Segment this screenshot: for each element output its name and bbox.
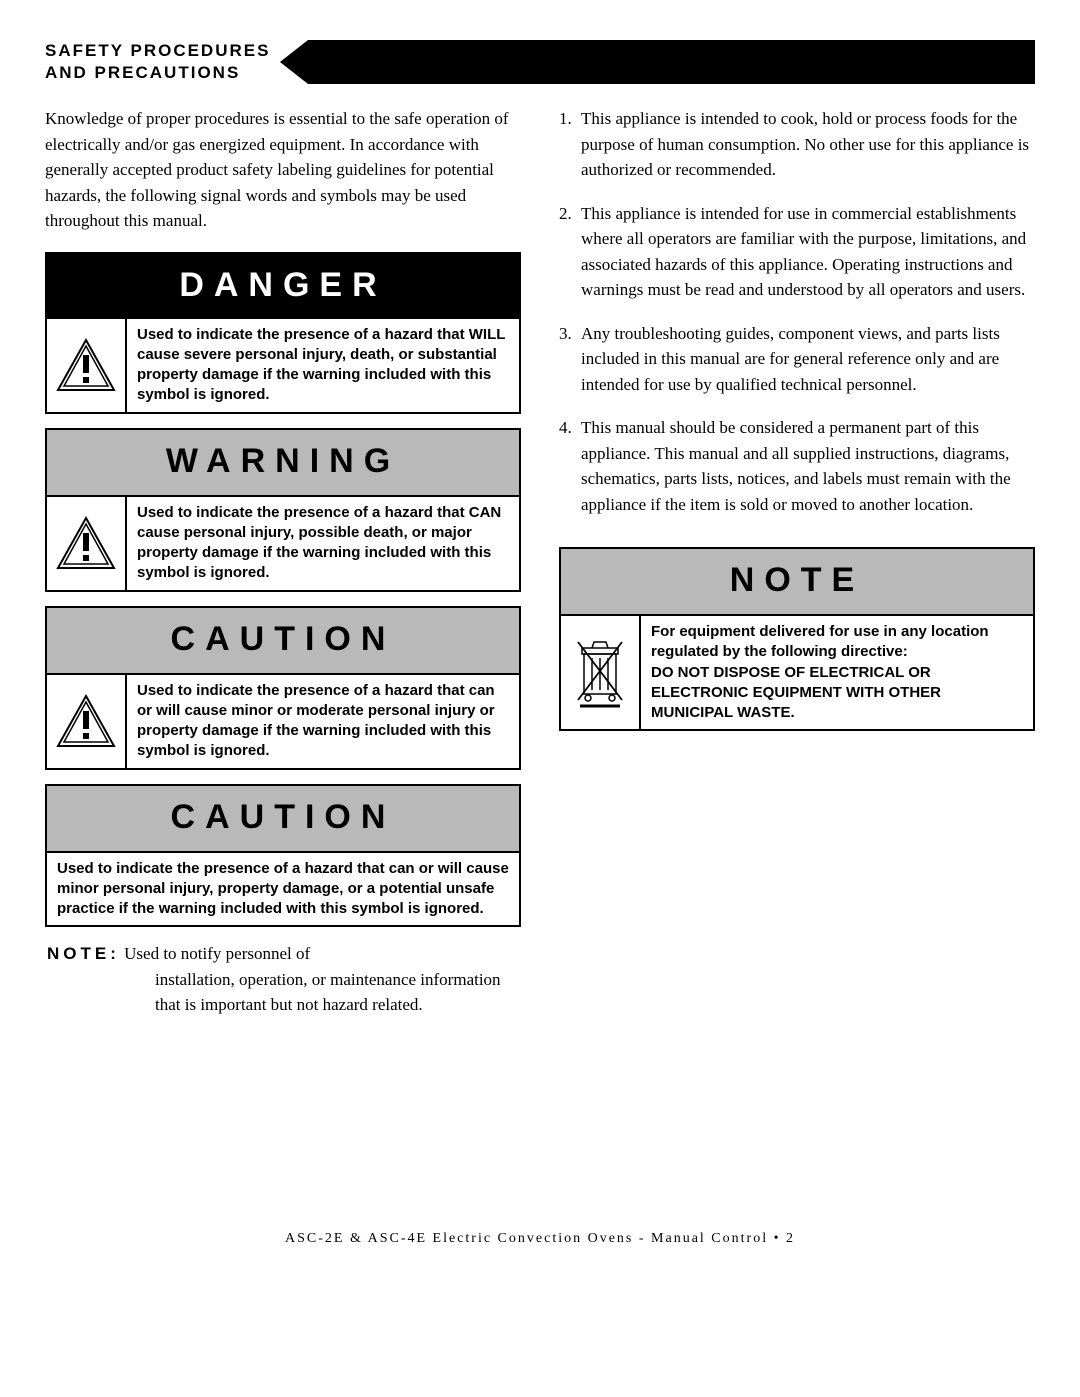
warning-triangle-icon	[47, 497, 127, 590]
list-item: This appliance is intended for use in co…	[559, 201, 1035, 303]
caution-box-1: CAUTION Used to indicate the presence of…	[45, 606, 521, 770]
right-column: This appliance is intended to cook, hold…	[559, 106, 1035, 1018]
warning-header: WARNING	[47, 430, 519, 497]
warning-text: Used to indicate the presence of a hazar…	[127, 497, 519, 590]
list-item: This manual should be considered a perma…	[559, 415, 1035, 517]
left-column: Knowledge of proper procedures is essent…	[45, 106, 521, 1018]
warning-triangle-icon	[47, 675, 127, 768]
numbered-list: This appliance is intended to cook, hold…	[559, 106, 1035, 517]
intro-paragraph: Knowledge of proper procedures is essent…	[45, 106, 521, 234]
warning-triangle-icon	[47, 319, 127, 412]
danger-box: DANGER Used to indicate the presence of …	[45, 252, 521, 414]
list-item: Any troubleshooting guides, component vi…	[559, 321, 1035, 398]
page-footer: ASC-2E & ASC-4E Electric Convection Oven…	[45, 1228, 1035, 1249]
danger-header: DANGER	[47, 254, 519, 319]
caution-text-2: Used to indicate the presence of a hazar…	[47, 853, 519, 926]
note-inline-first: Used to notify personnel of	[120, 944, 310, 963]
note-box-line1: For equipment delivered for use in any l…	[651, 623, 989, 660]
note-box-header: NOTE	[561, 549, 1033, 616]
caution-header-1: CAUTION	[47, 608, 519, 675]
note-inline-rest: installation, operation, or maintenance …	[155, 967, 519, 1018]
caution-text-1: Used to indicate the presence of a hazar…	[127, 675, 519, 768]
danger-text: Used to indicate the presence of a hazar…	[127, 319, 519, 412]
note-box: NOTE	[559, 547, 1035, 731]
header-arrow-icon	[280, 40, 308, 84]
note-inline: NOTE: Used to notify personnel of instal…	[47, 941, 519, 1018]
caution-header-2: CAUTION	[47, 786, 519, 853]
header-bar	[308, 40, 1035, 84]
weee-bin-icon	[561, 616, 641, 729]
section-header: SAFETY PROCEDURES AND PRECAUTIONS	[45, 40, 1035, 84]
note-box-text: For equipment delivered for use in any l…	[641, 616, 1033, 729]
note-inline-label: NOTE:	[47, 944, 120, 963]
list-item: This appliance is intended to cook, hold…	[559, 106, 1035, 183]
caution-box-2: CAUTION Used to indicate the presence of…	[45, 784, 521, 928]
section-title: SAFETY PROCEDURES AND PRECAUTIONS	[45, 40, 280, 84]
note-box-line2: DO NOT DISPOSE OF ELECTRICAL OR ELECTRON…	[651, 664, 941, 722]
warning-box: WARNING Used to indicate the presence of…	[45, 428, 521, 592]
